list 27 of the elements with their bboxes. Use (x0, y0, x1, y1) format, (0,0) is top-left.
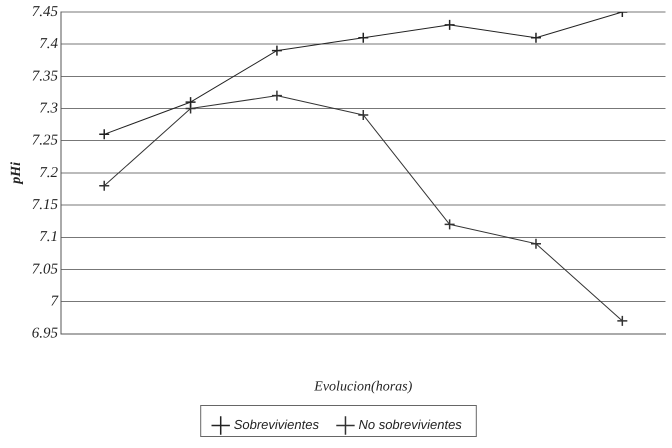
y-tick-label: 7.15 (32, 197, 59, 214)
y-tick-label: 7.05 (32, 261, 59, 278)
y-tick-label: 6.95 (32, 326, 59, 342)
point (444, 19, 456, 31)
point (98, 180, 110, 192)
y-tick-label: 7 (50, 294, 60, 310)
y-tick-label: 7.1 (39, 229, 58, 246)
point (271, 44, 283, 56)
point (530, 32, 542, 44)
legend-label: No sobrevivientes (358, 417, 462, 432)
y-tick-label: 7.4 (39, 36, 59, 52)
y-tick-label: 7.3 (39, 100, 58, 116)
y-tick-label: 7.2 (39, 164, 59, 181)
x-axis-title: Evolucion(horas) (313, 379, 413, 394)
y-tick-label: 7.25 (32, 132, 59, 149)
point (444, 218, 456, 230)
legend-label: Sobrevivientes (234, 417, 320, 432)
point (616, 315, 628, 327)
y-tick-label: 7.35 (32, 68, 59, 84)
point (358, 109, 370, 121)
point (271, 90, 283, 102)
y-axis-title: pHi (9, 162, 24, 185)
point (530, 238, 542, 250)
point (98, 128, 110, 140)
y-tick-label: 7.45 (32, 4, 59, 20)
point (358, 32, 370, 44)
point (184, 96, 196, 108)
